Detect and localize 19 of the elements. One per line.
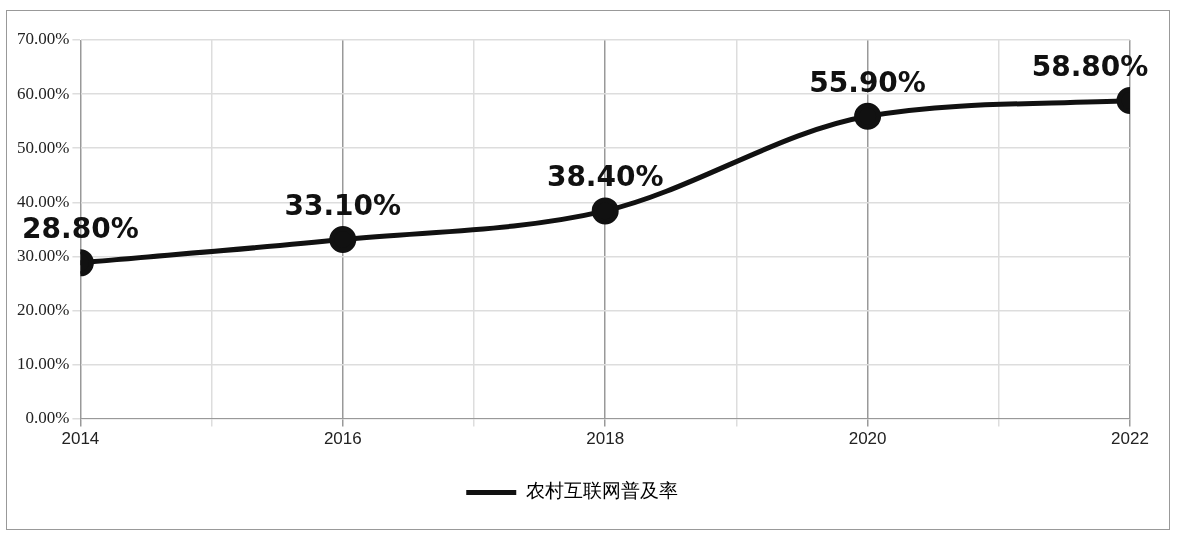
x-tick-label: 2014 bbox=[61, 429, 100, 449]
y-tick-label: 30.00% bbox=[16, 245, 70, 265]
y-tick-label: 0.00% bbox=[25, 408, 70, 428]
y-tick-label: 60.00% bbox=[16, 83, 70, 103]
y-tick-label: 10.00% bbox=[16, 353, 70, 373]
data-label: 33.10% bbox=[284, 188, 402, 222]
data-label: 38.40% bbox=[546, 160, 664, 194]
y-tick-label: 40.00% bbox=[16, 191, 70, 211]
x-tick-label: 2020 bbox=[848, 429, 887, 449]
y-tick-label: 20.00% bbox=[16, 299, 70, 319]
x-tick-label: 2022 bbox=[1111, 429, 1149, 449]
x-tick-label: 2016 bbox=[323, 429, 362, 449]
legend-label: 农村互联网普及率 bbox=[525, 479, 678, 502]
data-label: 28.80% bbox=[22, 212, 139, 246]
y-tick-label: 50.00% bbox=[16, 137, 70, 157]
data-label: 58.80% bbox=[1031, 49, 1149, 83]
y-tick-label: 70.00% bbox=[16, 29, 70, 49]
data-label: 55.90% bbox=[809, 65, 926, 99]
x-tick-label: 2018 bbox=[586, 429, 625, 449]
